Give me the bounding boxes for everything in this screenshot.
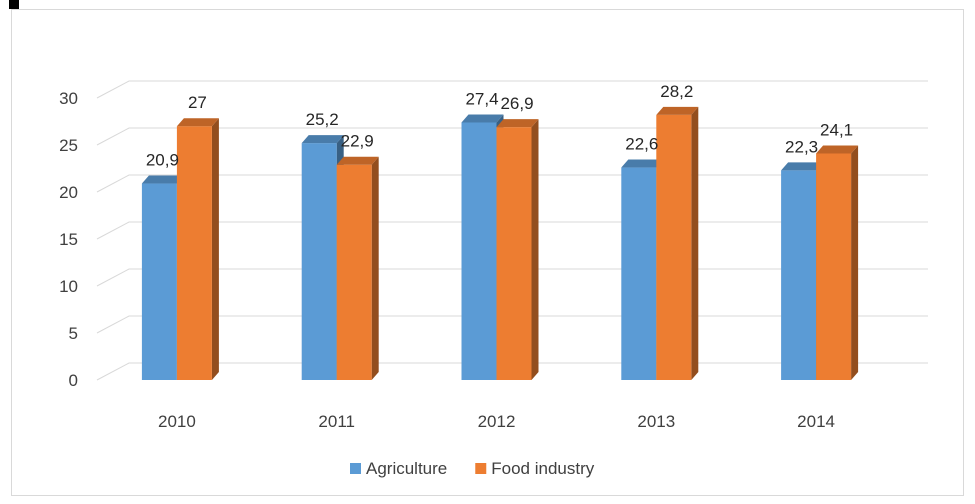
- bar-front: [336, 164, 372, 380]
- data-label: 25,2: [306, 110, 339, 129]
- x-tick-label: 2012: [478, 412, 516, 431]
- x-axis-ticks: 2010 2011 2012 2013 2014: [158, 412, 835, 431]
- legend-swatch: [475, 463, 487, 474]
- bar-front: [816, 153, 852, 380]
- bar-top: [301, 135, 344, 144]
- bar-front: [621, 167, 657, 380]
- bar-front: [141, 183, 177, 380]
- x-tick-label: 2011: [318, 412, 355, 431]
- bar-top: [621, 159, 664, 168]
- bar-top: [656, 106, 699, 115]
- legend-item-agriculture: Agriculture: [350, 459, 447, 478]
- bar-food-industry-2012: [496, 119, 539, 380]
- bar-side: [531, 119, 539, 380]
- x-tick-label: 2010: [158, 412, 196, 431]
- x-tick-label: 2014: [797, 412, 835, 431]
- gridline-wall: [96, 221, 130, 240]
- gridline-wall: [96, 174, 130, 193]
- bar-top: [781, 162, 824, 171]
- bar-front: [301, 143, 337, 380]
- y-axis-ticks: 0 5 10 15 20 25 30: [59, 89, 78, 390]
- bar-top: [141, 175, 184, 184]
- data-label: 22,3: [785, 137, 818, 156]
- y-tick-label: 0: [69, 371, 78, 390]
- bar-side: [851, 145, 859, 380]
- bar-top: [816, 145, 859, 154]
- data-labels: 20,9 27 25,222,9 27,4 26,9 22,6 28,2 22,324,1: [146, 82, 853, 170]
- gridline-wall: [96, 80, 130, 99]
- data-label: 28,2: [660, 82, 693, 101]
- bar-food-industry-2013: [656, 106, 699, 381]
- y-tick-label: 25: [59, 136, 78, 155]
- legend-label: Food industry: [491, 459, 594, 478]
- legend: Agriculture Food industry: [350, 459, 595, 478]
- y-tick-label: 30: [59, 89, 78, 108]
- gridline-wall: [96, 127, 130, 146]
- y-tick-label: 20: [59, 183, 78, 202]
- legend-swatch: [350, 463, 361, 474]
- x-tick-label: 2013: [637, 412, 675, 431]
- bar-top: [496, 119, 539, 128]
- data-label: 20,9: [146, 151, 179, 170]
- bar-top: [336, 156, 379, 165]
- bar-front: [496, 127, 532, 380]
- bar-front: [461, 122, 497, 380]
- bar-side: [211, 118, 219, 380]
- bar-food-industry-2010: [176, 118, 219, 380]
- corner-mark: [9, 0, 19, 9]
- bar-front: [656, 114, 692, 381]
- data-label: 27,4: [465, 89, 498, 108]
- gridline-wall: [96, 362, 130, 381]
- bar-food-industry-2011: [336, 156, 379, 380]
- bar-top: [461, 114, 504, 123]
- bar-front: [176, 126, 212, 380]
- data-label: 24,1: [820, 120, 853, 139]
- bar-front: [781, 170, 817, 380]
- data-label: 27: [188, 93, 207, 112]
- y-tick-label: 5: [69, 324, 78, 343]
- legend-item-food-industry: Food industry: [475, 459, 595, 478]
- data-label: 22,9: [341, 132, 374, 151]
- bar-food-industry-2014: [816, 145, 859, 380]
- bar-side: [371, 156, 379, 380]
- gridline-wall: [96, 268, 130, 287]
- bar-side: [691, 106, 699, 381]
- legend-label: Agriculture: [366, 459, 447, 478]
- gridline-wall: [96, 315, 130, 334]
- data-label: 26,9: [500, 94, 533, 113]
- data-label: 22,6: [625, 135, 658, 154]
- bar-top: [176, 118, 219, 127]
- y-tick-label: 15: [59, 230, 78, 249]
- bars: [141, 106, 859, 381]
- y-tick-label: 10: [59, 277, 78, 296]
